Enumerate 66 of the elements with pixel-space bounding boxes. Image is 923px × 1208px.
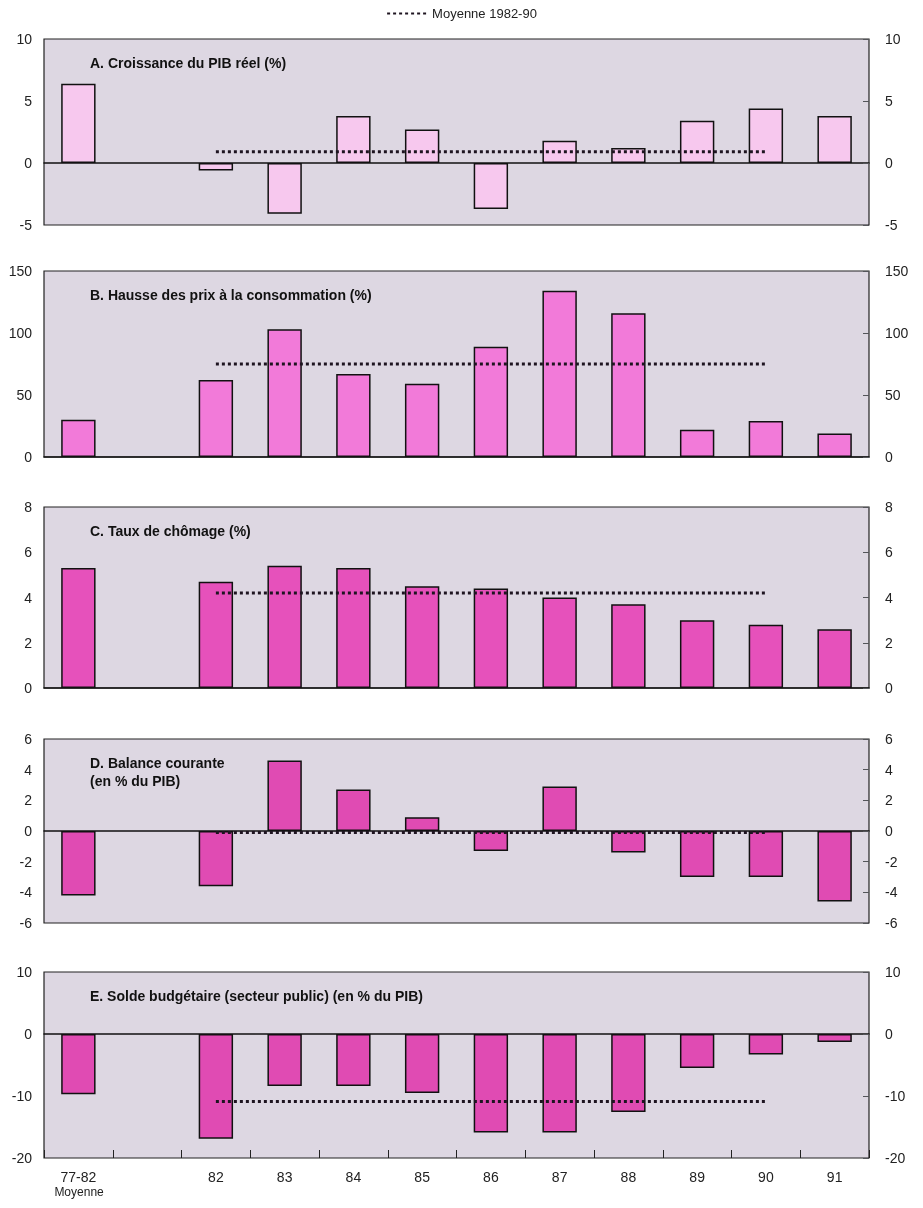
y-tick-label: 2 [24,792,33,809]
y2-tick-label: 10 [885,31,901,47]
y-tick-label: -6 [19,915,33,931]
y2-tick-label: -5 [885,217,898,233]
y-tick-label: -4 [19,884,33,901]
y-tick-label: 0 [24,680,33,696]
y2-tick-label: 50 [885,387,901,403]
y-tick-label: 6 [24,544,33,561]
x-tick-label: 82 [208,1169,224,1185]
y-tick-label: 4 [24,589,33,606]
x-tick-label: 88 [620,1169,637,1185]
text: C. Taux de chômage (%) [90,523,251,539]
x-tick-label: 90 [758,1169,774,1185]
y2-tick-label: 0 [885,823,893,839]
y2-tick-label: 0 [885,1026,893,1042]
y-tick-label: 10 [16,31,33,47]
y-tick-label: 0 [24,449,33,465]
y-tick-label: 0 [24,823,33,839]
y-tick-label: -20 [11,1150,33,1166]
y-tick-label: 50 [16,387,33,403]
y-tick-label: 0 [24,1026,33,1042]
x-tick-label: 85 [414,1169,431,1185]
y2-tick-label: -6 [885,915,898,931]
x-tick-label: 83 [276,1169,293,1185]
x-tick-label: 91 [826,1169,843,1185]
x-tick-label: 84 [345,1169,362,1185]
y-tick-label: 8 [24,499,33,515]
y-tick-label: -2 [19,853,33,870]
x-tick-label: 89 [689,1169,706,1185]
y2-tick-label: 4 [885,589,893,606]
y2-tick-label: 6 [885,731,893,747]
y2-tick-label: -4 [885,884,898,901]
y2-tick-label: 100 [885,325,909,341]
y-tick-label: -10 [11,1088,33,1104]
legend-label: Moyenne 1982-90 [432,6,537,21]
x-tick-label: 77-82 [60,1169,97,1185]
text: E. Solde budgétaire (secteur public) (en % du PIB) [90,988,423,1004]
y2-tick-label: -2 [885,853,898,870]
text: A. Croissance du PIB réel (%) [90,55,287,71]
y2-tick-label: 5 [885,93,893,109]
y-tick-label: 5 [24,93,33,109]
y2-tick-label: 2 [885,792,893,809]
y2-tick-label: -20 [885,1150,906,1166]
text: D. Balance courante (en % du PIB) [90,755,225,789]
y-tick-label: 2 [24,634,33,651]
text: Moyenne [54,1185,105,1199]
y-tick-label: 6 [24,731,33,747]
y2-tick-label: 4 [885,761,893,778]
y-tick-label: 100 [8,325,33,341]
y2-tick-label: 0 [885,155,893,171]
y2-tick-label: 8 [885,499,893,515]
text: B. Hausse des prix à la consommation (%) [90,287,372,303]
y-tick-label: 0 [24,155,33,171]
y2-tick-label: 0 [885,449,893,465]
x-tick-label: 87 [551,1169,568,1185]
y2-tick-label: 2 [885,634,893,651]
y2-tick-label: 6 [885,544,893,561]
x-tick-label: 86 [483,1169,499,1185]
y2-tick-label: 150 [885,263,909,279]
y-tick-label: -5 [19,217,33,233]
y-tick-label: 10 [16,964,33,980]
y2-tick-label: -10 [885,1088,906,1104]
y2-tick-label: 0 [885,680,893,696]
y2-tick-label: 10 [885,964,901,980]
y-tick-label: 150 [8,263,33,279]
y-tick-label: 4 [24,761,33,778]
